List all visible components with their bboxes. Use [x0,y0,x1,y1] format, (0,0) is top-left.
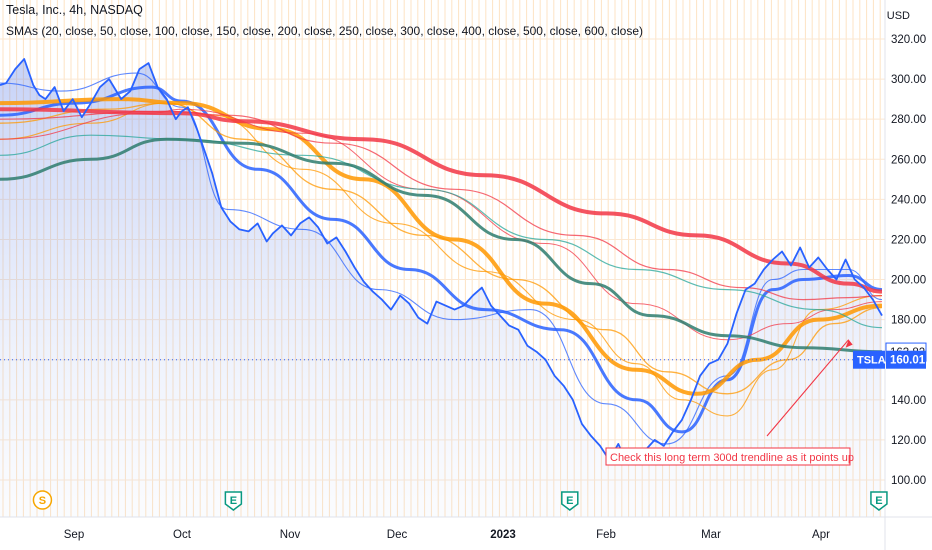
event-marker-e: E [870,491,888,511]
y-tick-label: 140.00 [891,395,926,407]
annotation-box [605,447,851,466]
x-tick-label: Sep [64,529,84,541]
x-tick-label: Mar [701,529,721,541]
y-tick-label: 120.00 [891,435,926,447]
x-tick-label: Oct [173,529,192,541]
x-tick-label: Nov [280,529,301,541]
x-tick-label: Dec [387,529,408,541]
ticker-tag-text: TSLA [857,355,886,367]
ticker-tag-box [853,350,885,369]
y-axis: 100.00120.00140.00160.00180.00200.00220.… [891,34,926,487]
y-tick-label: 300.00 [891,74,926,86]
event-marker-shape [224,491,243,511]
y-tick-label: 200.00 [891,275,926,287]
event-marker-shape [870,491,888,511]
annotation-text: Check this long term 300d trendline as i… [610,452,854,464]
event-marker-letter: E [230,495,237,507]
price-line [0,58,883,465]
annotation-arrowhead [845,339,853,348]
chart-title: Tesla, Inc., 4h, NASDAQ [6,3,143,17]
y-tick-label: 320.00 [891,34,926,46]
price-area [0,59,882,517]
event-marker-e: E [224,491,243,511]
currency-label: USD [886,10,910,22]
y-tick-label: 100.00 [891,475,926,487]
event-marker-e: E [561,491,579,511]
event-marker-shape [561,491,579,511]
annotation-arrow [766,339,850,437]
sma-line-sma-250 [0,108,883,341]
x-tick-label: Feb [596,529,616,541]
x-tick-label: Apr [812,529,830,541]
x-axis: Sep Oct Nov Dec 2023 Feb Mar Apr [64,529,830,541]
event-marker-letter: S [39,495,46,507]
event-marker-letter: E [875,495,882,507]
sma-line-sma-500 [0,134,883,329]
x-tick-label: 2023 [490,529,516,541]
y-tick-label: 260.00 [891,154,926,166]
sma-line-sma-600 [0,137,883,354]
event-marker-letter: E [566,495,573,507]
last-price-box [886,350,926,369]
price-labels: 163.82TSLA160.01 [853,342,927,369]
last-price-text: 160.01 [890,355,926,367]
chart-subtitle: SMAs (20, close, 50, close, 100, close, … [6,24,644,38]
event-marker-s: S [32,490,53,510]
sma-line-sma-200 [0,97,883,396]
y-tick-label: 220.00 [891,234,926,246]
event-marker-circle [32,490,53,510]
y-tick-label: 280.00 [891,114,926,126]
y-tick-label: 180.00 [891,315,926,327]
price-line-path [0,58,883,465]
annotation-layer: Check this long term 300d trendline as i… [0,339,885,466]
y-tick-label: 240.00 [891,194,926,206]
price-area-fill [0,59,882,517]
